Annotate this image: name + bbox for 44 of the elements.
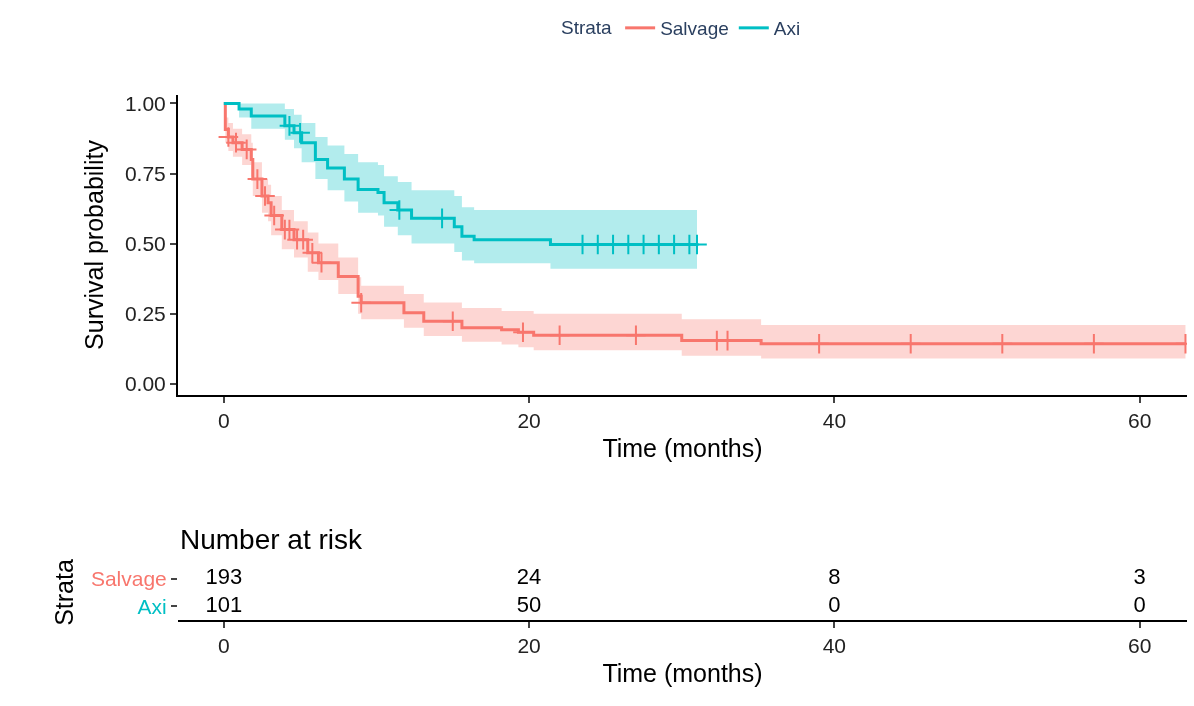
- point: [246, 168, 269, 190]
- x-axis-title: Time (months): [602, 433, 763, 462]
- data-label: 24: [516, 564, 542, 590]
- chart-title: Number at risk: [180, 524, 364, 555]
- point: [512, 321, 534, 343]
- x-tick-label: 0: [217, 409, 230, 433]
- data-label: 101: [205, 591, 243, 617]
- y-tick-label: 0.25: [124, 302, 166, 326]
- data-label: 0: [1133, 591, 1146, 617]
- data-label: 3: [1133, 564, 1146, 590]
- y-axis-title: Survival probability: [80, 139, 109, 350]
- point: [808, 332, 830, 355]
- point: [1083, 332, 1105, 355]
- x-tick-label: 20: [517, 409, 541, 433]
- y-tick-label: Salvage: [90, 567, 167, 591]
- point: [625, 324, 647, 347]
- y-axis-title: Strata: [49, 559, 78, 626]
- y-tick-label: 0.50: [124, 231, 166, 255]
- data-label: 0: [828, 591, 841, 617]
- point: [899, 332, 922, 355]
- point: [548, 324, 571, 347]
- x-tick-label: 40: [822, 409, 847, 433]
- point: [254, 185, 276, 207]
- y-tick-label: 0.00: [124, 372, 166, 396]
- point: [350, 291, 372, 314]
- point: [217, 126, 240, 148]
- legend-label: Salvage: [660, 18, 729, 40]
- x-tick-label: 0: [217, 634, 230, 658]
- data-label: 193: [205, 564, 243, 590]
- x-tick-label: 40: [822, 634, 847, 658]
- point: [991, 332, 1014, 355]
- x-tick-label: 20: [517, 634, 541, 658]
- x-axis-title: Time (months): [602, 658, 763, 687]
- x-tick-label: 60: [1127, 634, 1152, 658]
- point: [431, 207, 453, 230]
- legend-title: Strata: [561, 16, 613, 38]
- y-tick-label: Axi: [137, 594, 167, 618]
- data-label: 8: [828, 564, 841, 590]
- x-tick-label: 60: [1128, 409, 1152, 433]
- y-tick-label: 0.75: [124, 161, 166, 185]
- point: [263, 204, 285, 227]
- data-label: 50: [516, 591, 542, 617]
- legend-label: Axi: [773, 18, 801, 40]
- y-tick-label: 1.00: [124, 91, 166, 115]
